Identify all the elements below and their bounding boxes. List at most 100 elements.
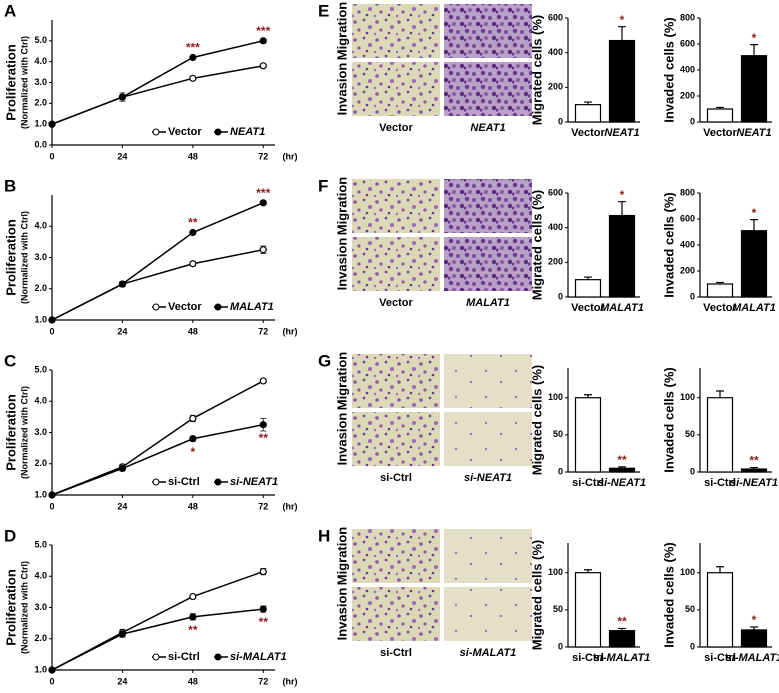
x-tick-label: 72 (258, 501, 268, 511)
micrograph (352, 354, 440, 408)
bar (706, 397, 734, 473)
x-tick-label: NEAT1 (604, 127, 639, 139)
bar (608, 630, 636, 648)
panel-letter: D (4, 526, 16, 545)
x-tick-label: 0 (49, 151, 54, 161)
y-tick-label: 0 (690, 116, 695, 126)
y-tick-label: 100 (548, 567, 563, 577)
row-label: Migration (334, 352, 349, 411)
y-tick-label: 50 (685, 429, 695, 439)
series-line (51, 608, 264, 671)
y-tick-label: 200 (548, 82, 563, 92)
y-axis-label: Proliferation (3, 394, 18, 471)
legend-marker (214, 478, 222, 486)
column-label: si-Ctrl (380, 647, 412, 659)
panel-letter: F (318, 176, 328, 195)
annotation: * (620, 188, 625, 202)
annotation: * (752, 31, 757, 45)
panel-letter: G (318, 351, 331, 370)
y-axis-label: Invaded cells (%) (661, 192, 676, 297)
point (118, 630, 127, 638)
x-tick-label: si-Ctrl (704, 652, 736, 664)
y-axis-label: Migrated cells (%) (529, 540, 544, 651)
annotation: * (191, 445, 196, 459)
y-tick-label: 400 (680, 64, 695, 74)
micrograph (444, 529, 532, 583)
y-tick-label: 0 (690, 641, 695, 651)
column-label: Vector (379, 122, 413, 134)
x-tick-label: 24 (117, 501, 127, 511)
x-tick-label: si-Ctrl (704, 477, 736, 489)
micrograph (352, 62, 440, 116)
y-tick-label: 100 (680, 567, 695, 577)
annotation: ** (188, 623, 198, 637)
legend-marker (152, 653, 160, 661)
micrograph (352, 587, 440, 641)
panel-letter: C (4, 351, 16, 370)
legend-label: MALAT1 (230, 301, 274, 313)
y-tick-label: 400 (548, 222, 563, 232)
x-tick-label: si-NEAT1 (598, 477, 646, 489)
y-axis-sublabel: (Normalized with Ctrl) (19, 386, 29, 479)
point (189, 435, 197, 443)
x-tick-label: si-NEAT1 (730, 477, 778, 489)
x-axis-label: (hr) (283, 676, 298, 686)
y-tick-label: 2.0 (34, 633, 47, 643)
error-bar (716, 566, 724, 573)
point (189, 53, 197, 62)
y-axis-label: Proliferation (3, 219, 18, 296)
column-label: si-Ctrl (380, 472, 412, 484)
row-label: Invasion (334, 588, 349, 641)
x-tick-label: 0 (49, 676, 54, 686)
legend-label: Vector (168, 301, 202, 313)
point (259, 246, 267, 254)
error-bar (750, 44, 758, 56)
x-tick-label: Vector (571, 127, 605, 139)
y-tick-label: 0 (558, 116, 563, 126)
annotation: ** (617, 615, 627, 629)
x-tick-label: 24 (117, 151, 127, 161)
y-tick-label: 50 (553, 604, 563, 614)
point (259, 37, 267, 45)
y-tick-label: 4.0 (34, 396, 47, 406)
bar (608, 39, 636, 123)
x-tick-label: si-Ctrl (572, 652, 604, 664)
y-tick-label: 800 (680, 12, 695, 22)
y-tick-label: 0 (690, 291, 695, 301)
x-tick-label: 0 (49, 326, 54, 336)
y-tick-label: 100 (680, 392, 695, 402)
panel-letter: B (4, 176, 16, 195)
legend-marker (214, 303, 222, 311)
micrograph (352, 529, 440, 583)
y-tick-label: 600 (548, 187, 563, 197)
micrograph (444, 587, 532, 641)
series-line (51, 202, 264, 321)
legend-marker (152, 128, 160, 136)
point (118, 93, 127, 101)
x-tick-label: MALAT1 (732, 302, 776, 314)
annotation: * (752, 613, 757, 627)
y-axis-sublabel: (Normalized with Ctrl) (19, 36, 29, 129)
legend-label: si-Ctrl (168, 476, 200, 488)
bar (740, 468, 768, 473)
y-axis-sublabel: (Normalized with Ctrl) (19, 211, 29, 304)
bar (706, 108, 734, 123)
x-tick-label: si-MALAT1 (594, 652, 651, 664)
y-axis-label: Migrated cells (%) (529, 190, 544, 301)
y-tick-label: 2.0 (34, 458, 47, 468)
row-label: Invasion (334, 63, 349, 116)
x-tick-label: Vector (571, 302, 605, 314)
annotation: *** (256, 24, 270, 38)
annotation: * (620, 13, 625, 27)
y-tick-label: 5.0 (34, 539, 47, 549)
bar (574, 104, 602, 123)
point (259, 377, 267, 385)
point (48, 491, 56, 499)
bar (608, 467, 636, 473)
point (189, 592, 197, 601)
bar (706, 572, 734, 648)
bar (740, 629, 768, 648)
bar (574, 572, 602, 648)
x-tick-label: 0 (49, 501, 54, 511)
micrograph (444, 179, 532, 233)
